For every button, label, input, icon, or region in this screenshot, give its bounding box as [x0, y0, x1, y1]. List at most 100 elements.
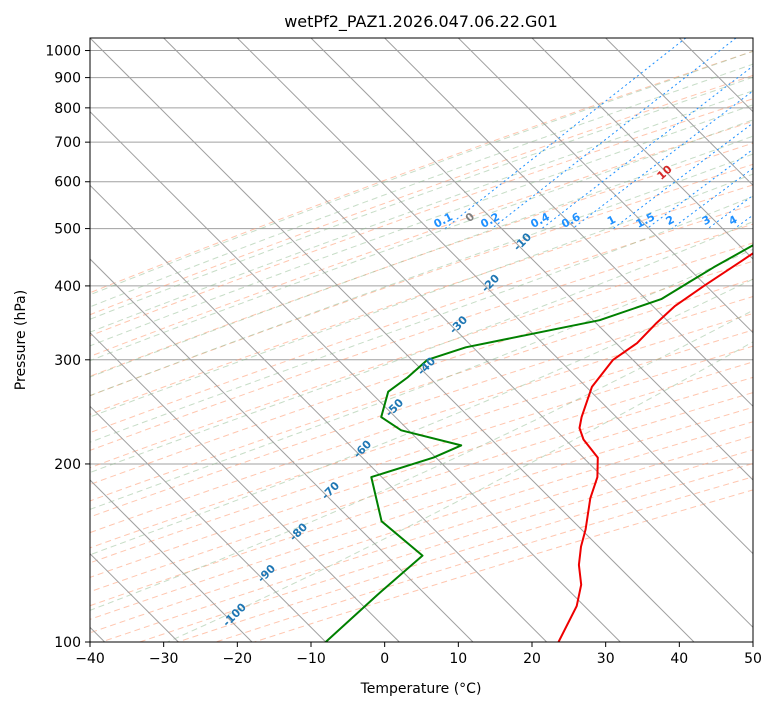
moist-adiabat-label: -20: [479, 272, 502, 295]
x-tick-label: 50: [744, 651, 762, 667]
y-tick-label: 600: [54, 175, 81, 191]
temperature-profile: [557, 252, 753, 642]
moist-adiabat: [90, 76, 753, 320]
chart-title: wetPf2_PAZ1.2026.047.06.22.G01: [284, 12, 558, 32]
moist-adiabat-label: -30: [447, 313, 470, 336]
y-tick-label: 300: [54, 353, 81, 369]
isotherm-line: [90, 184, 548, 642]
y-tick-label: 1000: [45, 44, 81, 60]
isotherm-line: [531, 38, 753, 260]
isotherm-line: [90, 258, 474, 642]
isotherm-line: [457, 38, 753, 334]
x-tick-label: 10: [449, 651, 467, 667]
isotherm-line: [90, 110, 621, 642]
moist-adiabat: [90, 309, 753, 611]
dry-adiabat: [90, 204, 753, 434]
plot-frame: [89, 37, 754, 643]
isotherm-line: [90, 38, 695, 642]
dry-adiabats: [90, 50, 753, 642]
mixing-ratio-line: [541, 65, 753, 229]
moist-adiabat: [90, 153, 753, 397]
mixing-ratio-label: 2: [664, 213, 677, 228]
sounding-series: [325, 244, 753, 642]
mixing-ratio-line: [612, 122, 753, 229]
y-tick-label: 200: [54, 457, 81, 473]
mixing-ratio-label: 0.4: [528, 210, 552, 231]
line-labels: 0.10.20.40.611.52346810131620253036-100-…: [220, 163, 775, 630]
mixing-ratio-label: 3: [700, 213, 713, 228]
moist-adiabat-label: -90: [255, 562, 278, 585]
dry-adiabat: [90, 278, 753, 502]
mixing-ratio-line: [491, 38, 737, 229]
mixing-ratio-label: 6: [765, 213, 775, 228]
dry-adiabat: [90, 163, 753, 397]
mixing-ratio-label: 1: [605, 213, 618, 228]
x-tick-label: 40: [670, 651, 688, 667]
mixing-ratio-line: [444, 38, 687, 229]
dry-adiabat: [90, 312, 753, 534]
x-axis-label: Temperature (°C): [360, 681, 482, 697]
x-tick-label: 30: [597, 651, 615, 667]
dry-adiabat: [90, 260, 753, 486]
x-tick-label: −20: [223, 651, 253, 667]
y-tick-label: 900: [54, 71, 81, 87]
isotherm-line: [752, 38, 753, 39]
x-tick-label: 0: [380, 651, 389, 667]
dry-adiabat: [90, 392, 753, 607]
isotherm-line: [310, 38, 753, 481]
dewpoint-profile: [325, 244, 753, 642]
isotherm-line: [90, 331, 400, 642]
mixing-ratio-label: 0.1: [432, 210, 455, 231]
mixing-ratio-line: [734, 214, 753, 230]
isotherm-line: [384, 38, 753, 408]
dry-adiabat: [90, 329, 753, 549]
dry-adiabat: [90, 361, 753, 578]
dry-adiabat: [90, 376, 753, 593]
moist-adiabat: [90, 135, 753, 378]
y-tick-label: 100: [54, 635, 81, 651]
dry-adiabat: [90, 142, 753, 377]
isotherm-line: [90, 479, 253, 642]
y-tick-label: 500: [54, 222, 81, 238]
dry-adiabat: [90, 98, 753, 337]
dry-adiabat: [90, 120, 753, 357]
isotherm-grid: [90, 38, 753, 642]
moist-adiabat: [90, 90, 753, 333]
y-tick-label: 800: [54, 101, 81, 117]
moist-adiabat-label: -60: [351, 437, 374, 460]
moist-adiabat: [90, 220, 753, 474]
dry-adiabat: [90, 295, 753, 518]
x-tick-label: −30: [149, 651, 179, 667]
x-tick-label: −10: [296, 651, 326, 667]
isobar-grid: [90, 50, 753, 642]
dry-adiabat: [90, 223, 753, 451]
isotherm-line: [236, 38, 753, 555]
isotherm-line: [605, 38, 753, 187]
mixing-ratio-label: 1.5: [634, 210, 657, 231]
y-tick-label: 400: [54, 279, 81, 295]
moist-adiabat-label: -10: [511, 230, 534, 253]
moist-adiabat: [90, 195, 753, 443]
dry-adiabat: [101, 435, 753, 642]
mixing-ratio-lines: [444, 38, 753, 230]
dry-adiabat: [90, 242, 753, 469]
isotherm-line: [163, 38, 753, 629]
moist-adiabat: [90, 119, 753, 362]
dry-adiabat: [90, 345, 753, 564]
mixing-ratio-line: [646, 148, 753, 229]
x-tick-label: 20: [523, 651, 541, 667]
mixing-ratio-line: [671, 167, 753, 230]
dry-adiabat: [90, 74, 753, 316]
mixing-ratio-label: 0.6: [559, 210, 583, 231]
y-tick-label: 700: [54, 135, 81, 151]
y-axis-label: Pressure (hPa): [13, 290, 29, 390]
moist-adiabats: [90, 50, 753, 642]
isotherm-line: [90, 405, 327, 642]
dry-adiabat: [90, 184, 753, 415]
axes: −40 −30 −20 −10 0 10 20 30 40 50 1000 900 800 700 600 5…: [45, 44, 762, 668]
dry-adiabat: [90, 50, 753, 294]
isotherm-line: [678, 38, 753, 113]
x-tick-label: −40: [75, 651, 105, 667]
moist-adiabat: [90, 50, 753, 296]
